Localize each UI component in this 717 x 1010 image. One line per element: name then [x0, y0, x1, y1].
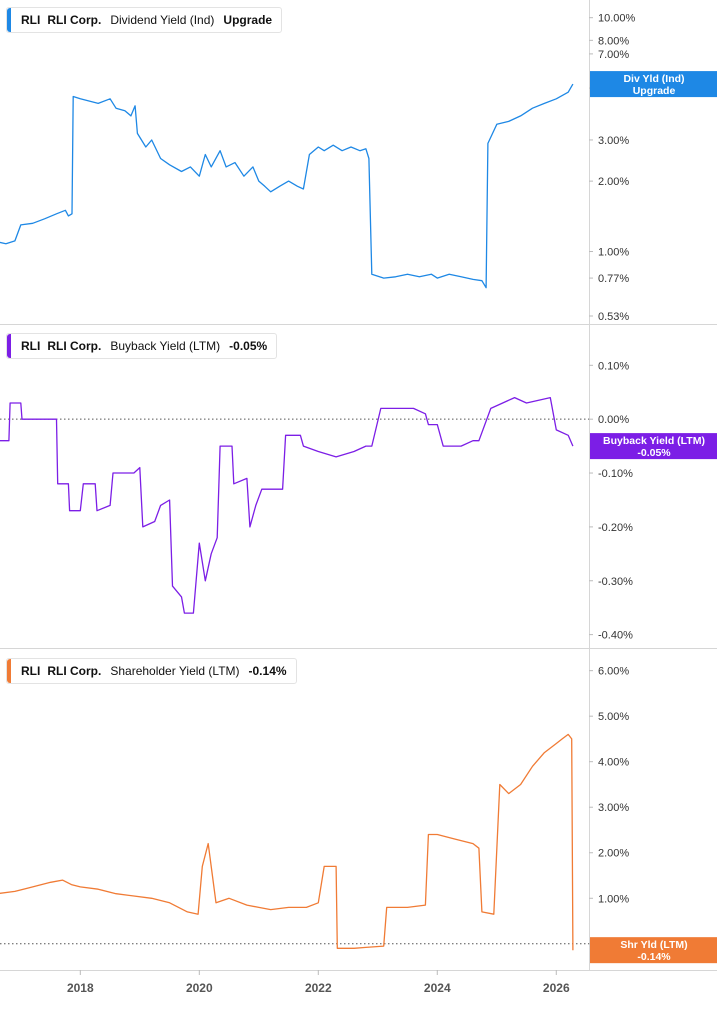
y-tick-label: 5.00%: [598, 711, 629, 723]
value-flag: [590, 937, 717, 964]
y-tick-label: 2.00%: [598, 176, 629, 188]
legend-buyback-yield[interactable]: RLI RLI Corp. Buyback Yield (LTM) -0.05%: [6, 333, 278, 359]
value-flag-value: -0.05%: [637, 447, 671, 459]
legend-dividend-yield[interactable]: RLI RLI Corp. Dividend Yield (Ind) Upgra…: [6, 7, 283, 33]
legend-company: RLI Corp.: [47, 13, 102, 27]
legend-swatch-dividend: [7, 8, 11, 32]
legend-value: -0.14%: [248, 664, 287, 678]
y-tick-label: 6.00%: [598, 666, 629, 678]
x-tick-label: 2024: [424, 981, 451, 995]
value-flag-label: Div Yld (Ind): [623, 73, 684, 85]
y-tick-label: 3.00%: [598, 135, 629, 147]
x-tick-label: 2022: [305, 981, 332, 995]
y-tick-label: 0.00%: [598, 414, 629, 426]
y-tick-label: 0.53%: [598, 311, 629, 323]
y-tick-label: 0.10%: [598, 360, 629, 372]
x-tick-label: 2026: [543, 981, 570, 995]
y-tick-label: -0.10%: [598, 468, 633, 480]
y-tick-label: 1.00%: [598, 247, 629, 259]
legend-ticker: RLI: [21, 664, 41, 678]
y-tick-label: -0.20%: [598, 522, 633, 534]
legend-swatch-buyback: [7, 334, 11, 358]
value-flag: [590, 433, 717, 460]
legend-company: RLI Corp.: [47, 339, 102, 353]
y-tick-label: -0.30%: [598, 576, 633, 588]
legend-metric: Buyback Yield (LTM): [110, 339, 221, 353]
legend-ticker: RLI: [21, 13, 41, 27]
value-flag-value: -0.14%: [637, 951, 671, 963]
y-tick-label: -0.40%: [598, 630, 633, 642]
value-flag-label: Buyback Yield (LTM): [603, 435, 705, 447]
x-tick-label: 2018: [67, 981, 94, 995]
legend-company: RLI Corp.: [47, 664, 102, 678]
value-flag: [590, 71, 717, 98]
y-tick-label: 10.00%: [598, 13, 636, 25]
y-tick-label: 1.00%: [598, 893, 629, 905]
legend-swatch-shareholder: [7, 659, 11, 683]
y-tick-label: 4.00%: [598, 757, 629, 769]
y-tick-label: 8.00%: [598, 35, 629, 47]
y-tick-label: 2.00%: [598, 848, 629, 860]
legend-metric: Dividend Yield (Ind): [110, 13, 215, 27]
series-line-0: [0, 83, 574, 289]
legend-metric: Shareholder Yield (LTM): [110, 664, 240, 678]
value-flag-value: Upgrade: [633, 85, 676, 97]
x-tick-label: 2020: [186, 981, 213, 995]
y-tick-label: 7.00%: [598, 49, 629, 61]
series-line-1: [0, 396, 574, 614]
series-line-2: [0, 733, 574, 951]
legend-ticker: RLI: [21, 339, 41, 353]
y-tick-label: 0.77%: [598, 273, 629, 285]
legend-value: Upgrade: [223, 13, 273, 27]
legend-shareholder-yield[interactable]: RLI RLI Corp. Shareholder Yield (LTM) -0…: [6, 658, 297, 684]
legend-value: -0.05%: [229, 339, 268, 353]
value-flag-label: Shr Yld (LTM): [620, 939, 687, 951]
y-tick-label: 3.00%: [598, 802, 629, 814]
